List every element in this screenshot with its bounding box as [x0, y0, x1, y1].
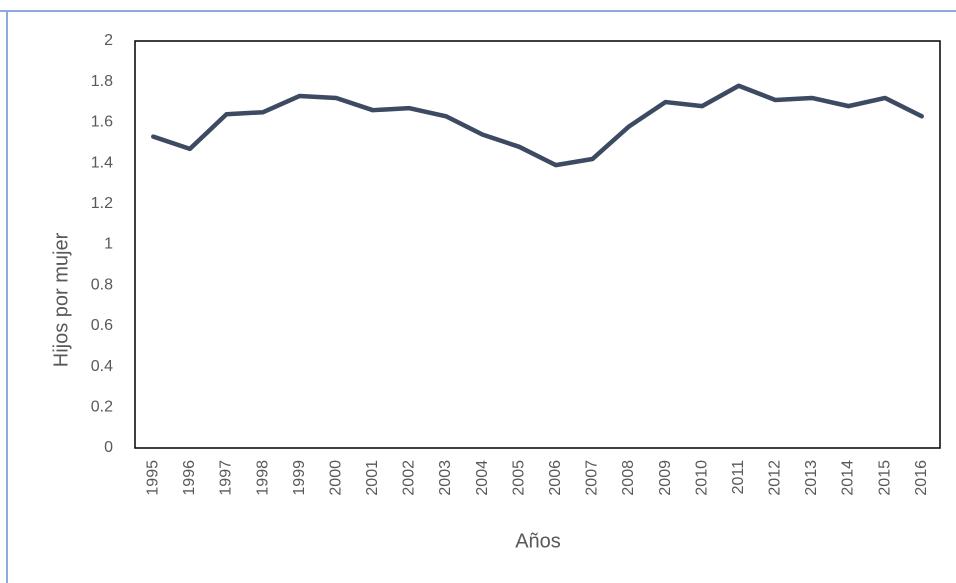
plot-area [134, 40, 941, 449]
x-tick-label: 2004 [474, 460, 491, 496]
y-tick-label: 0.2 [91, 399, 113, 416]
x-tick-label: 1998 [254, 460, 271, 496]
y-tick-label: 2 [104, 32, 113, 49]
x-tick-label: 1999 [291, 460, 308, 496]
y-tick-label: 1.2 [91, 195, 113, 212]
x-tick-label: 2015 [876, 460, 893, 496]
x-tick-label: 2005 [510, 460, 527, 496]
x-tick-label: 2016 [913, 460, 930, 496]
y-tick-label: 0 [104, 439, 113, 456]
y-tick-label: 1.4 [91, 154, 113, 171]
x-axis-title: Años [515, 530, 561, 552]
x-tick-label: 1997 [218, 460, 235, 496]
y-tick-label: 1 [104, 236, 113, 253]
x-tick-label: 2013 [803, 460, 820, 496]
x-tick-label: 2003 [437, 460, 454, 496]
y-tick-label: 0.6 [91, 317, 113, 334]
x-tick-label: 2010 [693, 460, 710, 496]
x-tick-label: 2014 [840, 460, 857, 496]
x-tick-label: 2001 [364, 460, 381, 496]
x-tick-label: 1995 [145, 460, 162, 496]
y-tick-label: 1.6 [91, 114, 113, 131]
y-axis-title: Hijos por mujer [50, 232, 72, 367]
x-tick-label: 2009 [657, 460, 674, 496]
x-tick-label: 2002 [401, 460, 418, 496]
x-tick-label: 2008 [620, 460, 637, 496]
x-tick-label: 2012 [767, 460, 784, 496]
x-tick-label: 2011 [730, 460, 747, 495]
x-tick-label: 1996 [181, 460, 198, 496]
y-tick-label: 0.8 [91, 276, 113, 293]
y-tick-label: 0.4 [91, 358, 113, 375]
y-tick-label: 1.8 [91, 73, 113, 90]
x-tick-label: 2000 [327, 460, 344, 496]
x-tick-label: 2007 [584, 460, 601, 496]
data-line [151, 83, 924, 168]
x-tick-label: 2006 [547, 460, 564, 496]
